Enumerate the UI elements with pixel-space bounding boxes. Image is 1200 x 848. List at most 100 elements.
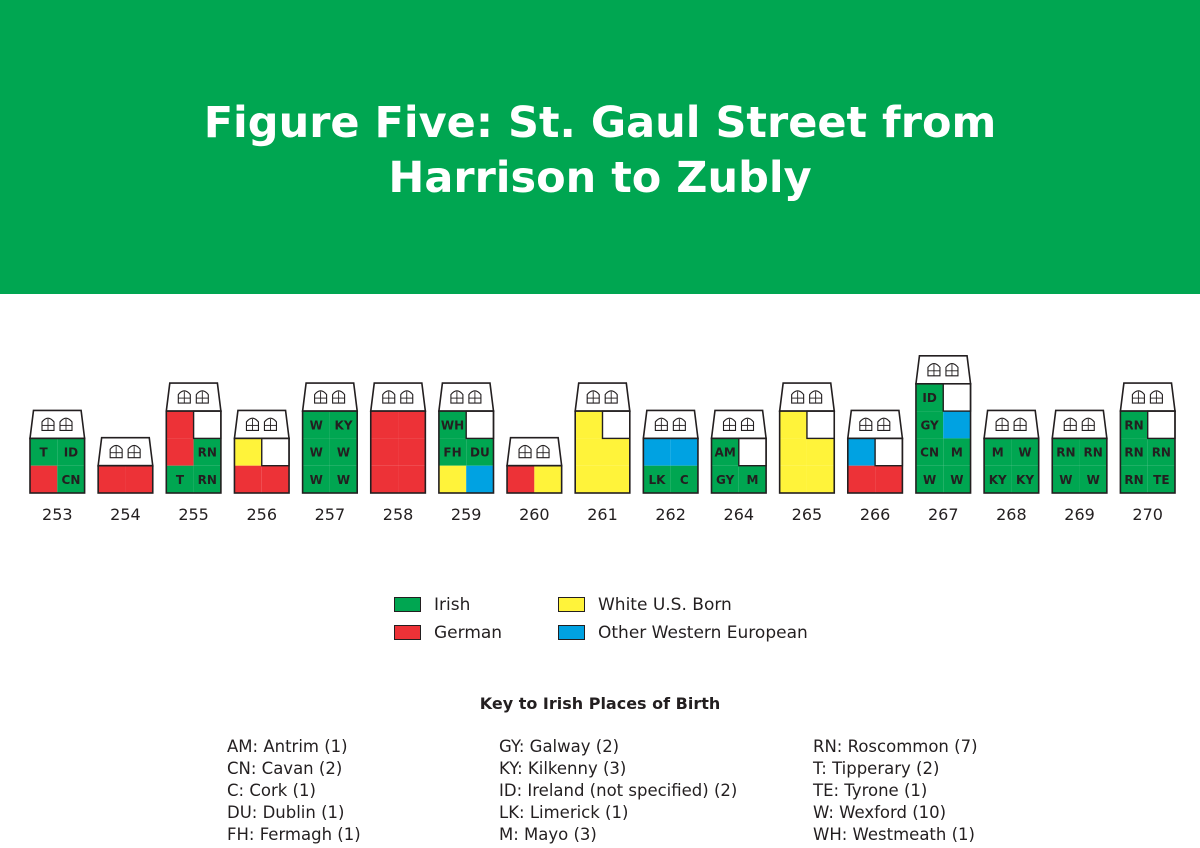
birthplace-label: W: [310, 418, 323, 432]
cell-other-western-european: [670, 438, 698, 466]
house-259: WH FH DU 259: [437, 382, 495, 524]
key-column-1: AM: Antrim (1) CN: Cavan (2) C: Cork (1)…: [227, 736, 361, 846]
birthplace-label: TE: [1153, 473, 1169, 487]
cell-german: [166, 411, 194, 439]
cell-irish: [915, 438, 944, 466]
house-262: LK C 262: [642, 409, 699, 524]
cell-vacant: [943, 383, 971, 412]
cell-irish: [438, 411, 467, 439]
house-number: 264: [724, 505, 755, 524]
cell-white-u-s-born: [806, 438, 835, 466]
legend-label-other-western-european: Other Western European: [598, 623, 808, 643]
birthplace-label: GY: [716, 473, 735, 487]
cell-german: [398, 438, 426, 466]
birthplace-label: RN: [1056, 446, 1075, 460]
cell-irish: [57, 465, 85, 493]
cell-german: [370, 411, 399, 439]
birthplace-label: LK: [649, 473, 667, 487]
house-roof: [369, 382, 427, 412]
cell-vacant: [806, 411, 835, 439]
key-entry: FH: Fermagh (1): [227, 825, 361, 844]
cell-german: [875, 465, 903, 493]
cell-irish: [984, 438, 1012, 466]
cell-irish: [57, 438, 85, 466]
key-entry: W: Wexford (10): [813, 803, 947, 822]
cell-vacant: [466, 411, 494, 439]
cell-irish: [915, 411, 944, 439]
legend-swatch-irish: [394, 597, 421, 612]
cell-white-u-s-born: [438, 465, 467, 493]
cell-german: [166, 438, 194, 466]
cell-white-u-s-born: [779, 438, 807, 466]
cell-white-u-s-born: [779, 465, 807, 493]
house-268: M W KY KY 268: [983, 409, 1040, 524]
cell-irish: [1120, 465, 1148, 493]
key-entry: ID: Ireland (not specified) (2): [499, 781, 738, 800]
birthplace-label: RN: [1124, 473, 1143, 487]
cell-irish: [1052, 465, 1080, 493]
cell-irish: [193, 465, 221, 493]
key-entry: WH: Westmeath (1): [813, 825, 975, 844]
house-outline: [710, 437, 767, 494]
house-outline: [983, 437, 1040, 494]
legend-swatch-german: [394, 625, 421, 640]
house-roof: [1119, 382, 1176, 412]
legend-label-white-us-born: White U.S. Born: [598, 595, 732, 615]
cell-white-u-s-born: [575, 438, 603, 466]
key-entry: TE: Tyrone (1): [813, 781, 928, 800]
birthplace-label: W: [923, 473, 936, 487]
cell-vacant: [261, 438, 290, 466]
birthplace-label: GY: [920, 418, 939, 432]
house-number: 266: [860, 505, 891, 524]
cell-irish: [1147, 438, 1175, 466]
cell-german: [507, 465, 535, 493]
cell-irish: [1120, 411, 1148, 439]
house-number: 256: [246, 505, 277, 524]
house-number: 253: [42, 505, 73, 524]
cell-vacant: [602, 411, 630, 439]
house-roof: [778, 382, 836, 412]
key-entry: DU: Dublin (1): [227, 803, 345, 822]
house-roof: [29, 409, 86, 440]
cell-irish: [711, 438, 739, 466]
cell-irish: [1011, 465, 1039, 493]
house-outline: [846, 437, 904, 494]
key-entry: CN: Cavan (2): [227, 759, 343, 778]
birthplace-label: KY: [335, 418, 353, 432]
birthplace-label: M: [992, 446, 1004, 460]
key-column-2: GY: Galway (2) KY: Kilkenny (3) ID: Irel…: [499, 736, 737, 846]
legend: Irish White U.S. Born German Other Weste…: [394, 594, 824, 650]
birthplace-label: W: [337, 446, 350, 460]
birthplace-label: W: [1018, 446, 1031, 460]
cell-other-western-european: [943, 411, 971, 439]
key-entry: LK: Limerick (1): [499, 803, 629, 822]
cell-irish: [1120, 438, 1148, 466]
birthplace-label: DU: [470, 446, 490, 460]
house-265: 265: [778, 382, 836, 524]
house-roof: [437, 382, 495, 412]
birthplace-label: M: [951, 446, 963, 460]
birthplace-label: RN: [1124, 418, 1143, 432]
cell-white-u-s-born: [234, 438, 262, 466]
cell-irish: [193, 438, 221, 466]
house-253: T ID CN 253: [29, 409, 86, 524]
house-roof: [642, 409, 699, 440]
cell-irish: [1052, 438, 1080, 466]
house-254: 254: [97, 436, 154, 524]
cell-irish: [329, 411, 358, 439]
key-entry: M: Mayo (3): [499, 825, 597, 844]
house-roof: [915, 355, 972, 385]
cell-irish: [302, 411, 330, 439]
cell-vacant: [1147, 411, 1175, 439]
cell-vacant: [738, 438, 767, 466]
figure-title: Figure Five: St. Gaul Street from Harris…: [0, 96, 1200, 206]
key-entry: RN: Roscommon (7): [813, 737, 978, 756]
cell-white-u-s-born: [602, 438, 630, 466]
cell-german: [370, 438, 399, 466]
house-roof: [846, 409, 904, 440]
birthplace-label: FH: [443, 446, 461, 460]
birthplace-label: W: [1059, 473, 1072, 487]
cell-white-u-s-born: [575, 411, 603, 439]
cell-irish: [1147, 465, 1175, 493]
